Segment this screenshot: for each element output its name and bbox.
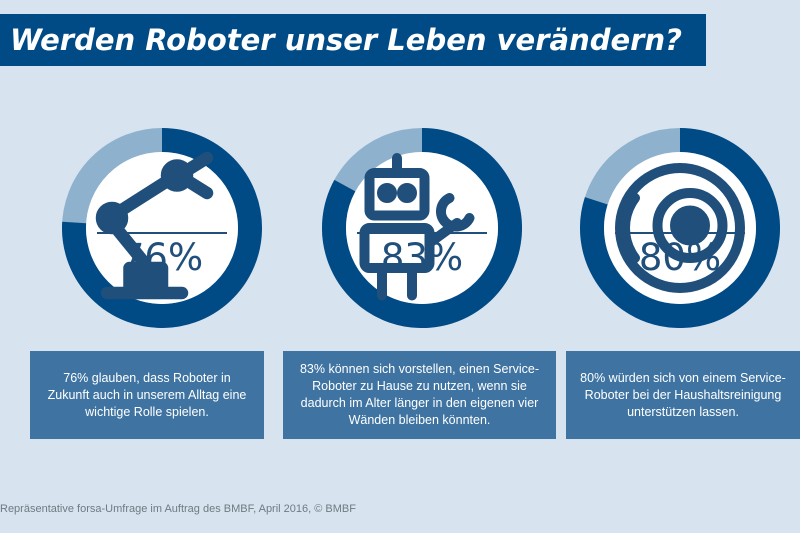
source-note: Repräsentative forsa-Umfrage im Auftrag …: [0, 503, 356, 515]
donut-3-percentage: 80%: [638, 236, 722, 279]
donut-chart-1: 76%: [62, 128, 262, 328]
description-box-2: 83% können sich vorstellen, einen Servic…: [283, 351, 556, 439]
page-title: Werden Roboter unser Leben verändern?: [10, 23, 682, 57]
donut-chart-2: 83%: [322, 128, 522, 328]
description-text-3: 80% würden sich von einem Service-Robote…: [580, 370, 786, 419]
robot-arm-icon: [95, 151, 214, 300]
donut-1-arc: [62, 128, 262, 328]
donut-3-arc: [580, 128, 780, 328]
donut-1-percentage: 76%: [120, 236, 204, 279]
donut-2-arc: [322, 128, 522, 328]
donut-2-percentage: 83%: [380, 236, 464, 279]
donut-2-divider: [357, 232, 487, 234]
description-text-1: 76% glauben, dass Roboter in Zukunft auc…: [47, 370, 247, 419]
service-robot-icon: [359, 153, 475, 301]
description-text-2: 83% können sich vorstellen, einen Servic…: [299, 362, 540, 427]
title-bar: Werden Roboter unser Leben verändern?: [0, 14, 706, 66]
donut-3-divider: [615, 232, 745, 234]
description-box-1: 76% glauben, dass Roboter in Zukunft auc…: [30, 351, 264, 439]
robot-vacuum-icon: [615, 163, 745, 293]
description-box-3: 80% würden sich von einem Service-Robote…: [566, 351, 800, 439]
donut-chart-3: 80%: [580, 128, 780, 328]
donut-1-divider: [97, 232, 227, 234]
